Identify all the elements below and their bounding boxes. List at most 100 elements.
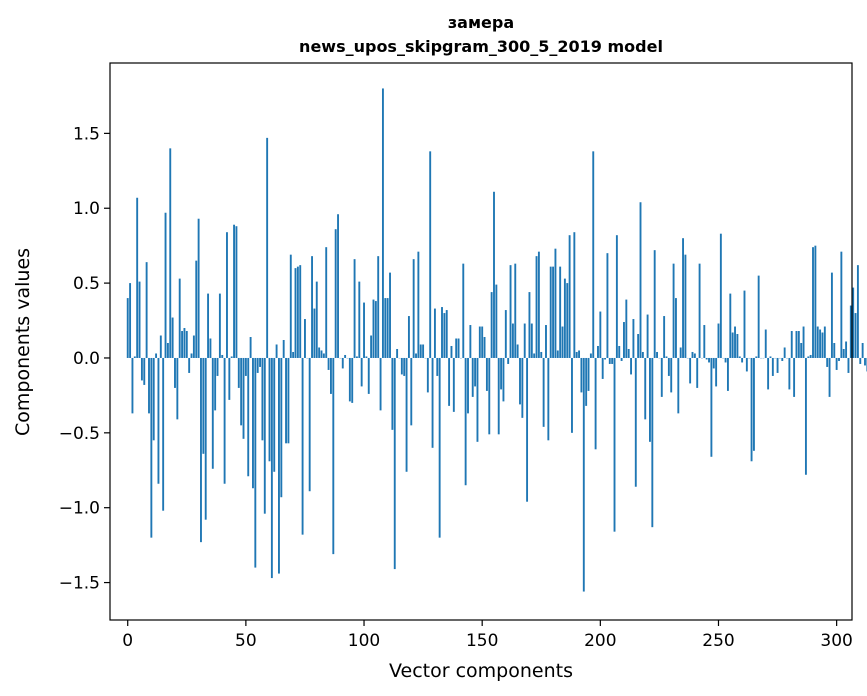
bar-66	[282, 340, 285, 358]
bar-260	[741, 357, 744, 363]
bar-205	[611, 357, 614, 364]
bar-137	[450, 345, 453, 358]
bar-212	[627, 348, 630, 358]
bar-217	[639, 202, 642, 358]
bar-155	[493, 191, 495, 358]
bar-103	[370, 335, 373, 358]
bar-57	[261, 357, 264, 441]
bar-215	[634, 357, 637, 487]
bar-311	[861, 343, 864, 358]
bar-64	[278, 357, 280, 574]
x-tick-label-300: 300	[820, 631, 852, 651]
bar-94	[348, 357, 351, 402]
bar-78	[311, 256, 313, 358]
x-tick-label-200: 200	[584, 631, 616, 651]
bar-10	[150, 357, 153, 538]
bar-9	[148, 357, 150, 414]
bar-261	[743, 290, 746, 358]
bar-277	[781, 357, 784, 361]
bar-129	[431, 357, 434, 448]
bar-273	[771, 357, 774, 376]
bar-112	[391, 357, 394, 430]
bar-77	[308, 357, 311, 492]
bar-65	[280, 357, 283, 498]
bar-193	[582, 357, 585, 592]
bar-292	[816, 326, 819, 358]
bar-228	[665, 356, 668, 358]
bar-8	[145, 262, 148, 358]
bar-39	[218, 293, 221, 358]
bar-270	[764, 329, 767, 358]
bar-105	[374, 301, 377, 358]
bar-6	[140, 357, 143, 381]
y-tick-label-4: 0.5	[73, 274, 100, 294]
bar-220	[646, 314, 649, 358]
bar-37	[214, 357, 217, 411]
bar-241	[696, 357, 699, 388]
bar-192	[580, 357, 583, 393]
bar-97	[355, 356, 358, 358]
bar-14	[159, 335, 162, 358]
bar-244	[703, 325, 706, 358]
bar-15	[162, 357, 165, 511]
bar-309	[856, 265, 859, 358]
bar-255	[729, 293, 732, 358]
bar-98	[358, 281, 361, 358]
bar-203	[606, 253, 609, 358]
bar-300	[835, 357, 838, 370]
bar-167	[521, 357, 524, 418]
bar-54	[254, 357, 257, 568]
bar-209	[620, 357, 623, 361]
bar-180	[552, 266, 555, 358]
bar-161	[507, 357, 510, 364]
bar-290	[812, 247, 814, 358]
bar-264	[750, 357, 753, 462]
bar-238	[689, 357, 692, 384]
bar-111	[389, 272, 391, 358]
bar-113	[393, 357, 396, 570]
bar-72	[296, 266, 299, 358]
bar-304	[845, 341, 848, 358]
bar-206	[613, 357, 616, 532]
bar-109	[384, 298, 387, 358]
bar-250	[717, 323, 720, 358]
bar-174	[537, 251, 540, 358]
bar-211	[625, 299, 628, 358]
bar-58	[263, 357, 266, 514]
bar-44	[230, 356, 233, 358]
bar-89	[337, 214, 339, 358]
y-axis-label: Components values	[12, 248, 34, 436]
bar-70	[292, 351, 295, 358]
bar-31	[200, 357, 202, 543]
bar-86	[330, 357, 332, 394]
bar-63	[275, 344, 278, 358]
bar-138	[452, 357, 455, 412]
bar-288	[807, 356, 810, 358]
y-tick-label-5: 1.0	[73, 199, 100, 219]
bar-43	[228, 357, 231, 400]
bar-160	[504, 310, 507, 358]
bar-278	[783, 347, 786, 358]
bar-312	[864, 357, 866, 366]
bar-92	[344, 354, 347, 358]
bar-236	[684, 254, 687, 358]
bar-179	[549, 266, 552, 358]
chart-title-line-1: замера	[448, 13, 514, 32]
bar-208	[618, 345, 621, 358]
bars-group	[126, 88, 867, 592]
bar-214	[632, 319, 635, 358]
bar-128	[429, 151, 432, 358]
bar-101	[365, 356, 368, 358]
bar-223	[653, 250, 656, 358]
bar-266	[755, 356, 758, 358]
bar-143	[464, 357, 467, 486]
x-tick-label-100: 100	[348, 631, 380, 651]
bar-235	[682, 238, 684, 358]
y-axis-ticks: −1.5 −1.0 −0.5 0.0 0.5 1.0 1.5	[59, 124, 110, 594]
bar-218	[641, 351, 644, 358]
bar-38	[216, 357, 219, 376]
bar-240	[693, 353, 696, 358]
bar-233	[677, 357, 680, 414]
bar-100	[363, 302, 365, 358]
